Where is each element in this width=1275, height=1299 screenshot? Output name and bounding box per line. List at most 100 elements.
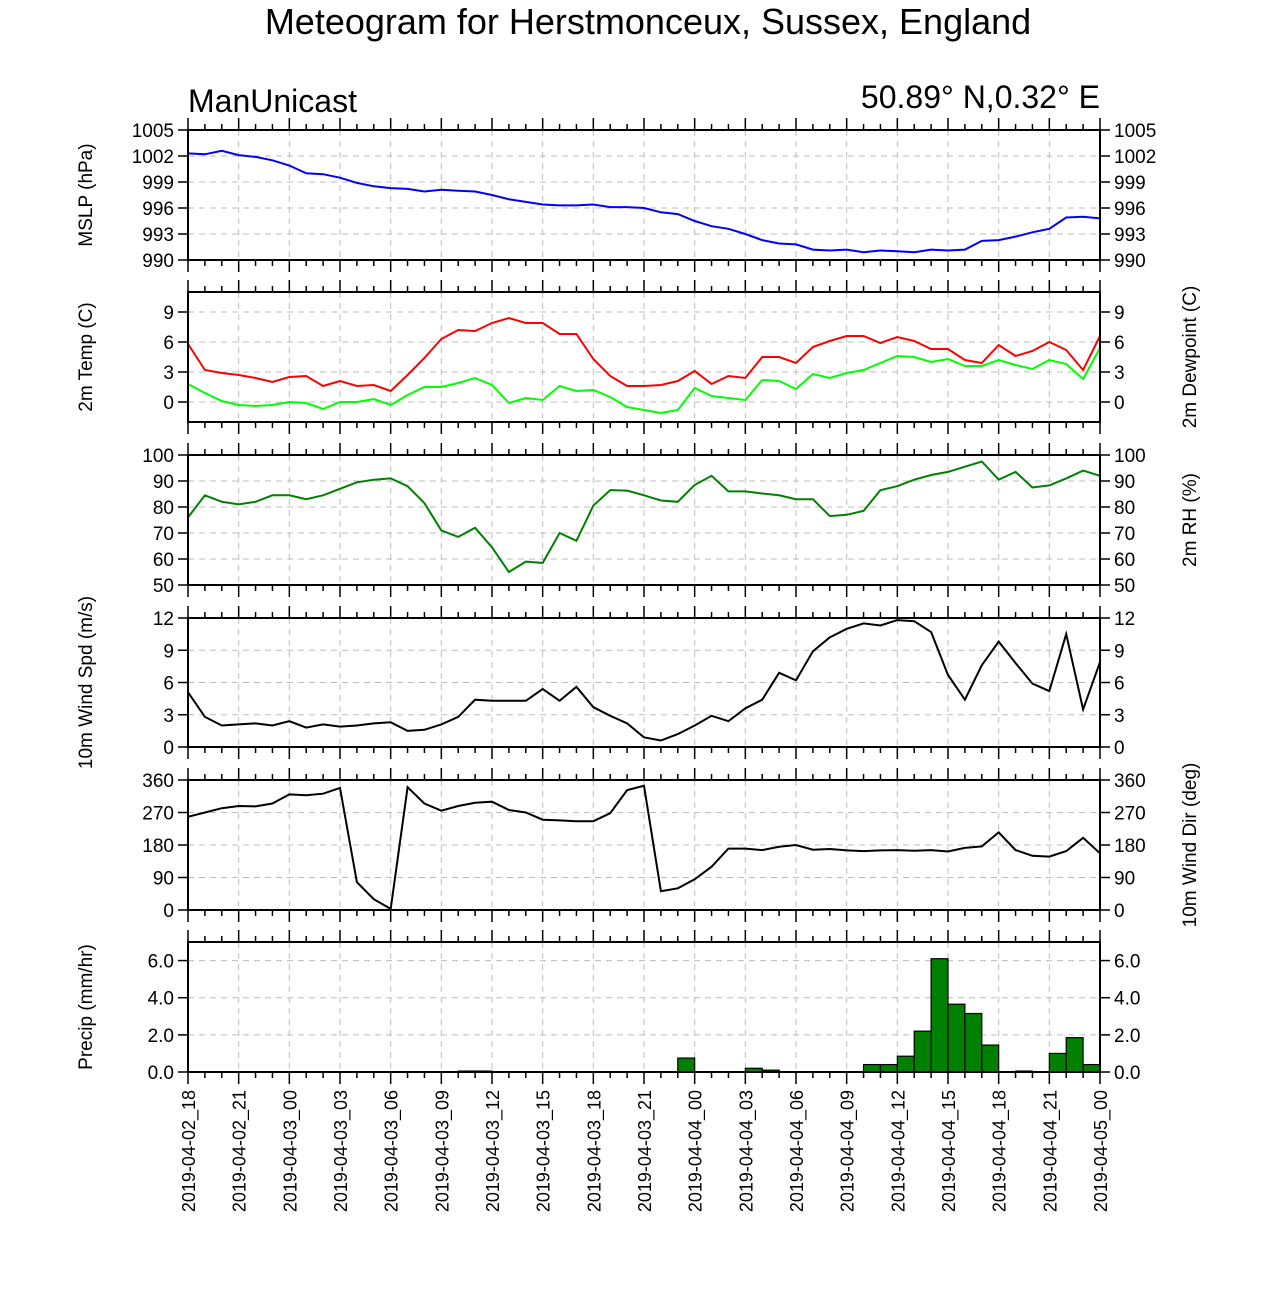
y-tick-label: 3 <box>1114 363 1125 384</box>
y-tick-label: 2.0 <box>1114 1026 1140 1047</box>
precip-bar <box>879 1063 898 1073</box>
y-tick-label: 90 <box>1114 472 1135 493</box>
y-tick-label: 1002 <box>132 147 174 168</box>
y-axis-label-right: 2m Dewpoint (C) <box>1180 286 1201 429</box>
y-tick-label: 100 <box>142 446 174 467</box>
y-tick-label: 80 <box>153 498 174 519</box>
y-axis-label-right: 2m RH (%) <box>1180 473 1201 567</box>
rh-line <box>187 460 1101 574</box>
y-tick-label: 0 <box>1114 738 1125 759</box>
y-tick-label: 1002 <box>1114 147 1156 168</box>
x-tick-label: 2019-04-02_18 <box>179 1090 200 1212</box>
y-tick-label: 90 <box>153 472 174 493</box>
x-tick-label: 2019-04-04_00 <box>686 1090 707 1212</box>
x-tick-label: 2019-04-03_21 <box>635 1090 656 1212</box>
y-axis-label: 10m Wind Spd (m/s) <box>76 596 97 769</box>
y-tick-label: 0.0 <box>1114 1063 1140 1084</box>
precip-bar <box>1082 1063 1101 1073</box>
panel-2: 0 0 3 3 6 6 9 9 2m Temp (C) 2m Dewpoint (C) <box>76 280 1201 434</box>
y-tick-label: 999 <box>1114 173 1146 194</box>
y-tick-label: 90 <box>153 869 174 890</box>
y-tick-label: 70 <box>1114 524 1135 545</box>
y-tick-label: 360 <box>1114 771 1146 792</box>
y-tick-label: 80 <box>1114 498 1135 519</box>
y-tick-label: 0.0 <box>148 1063 174 1084</box>
precip-bar <box>896 1055 915 1073</box>
y-tick-label: 270 <box>1114 804 1146 825</box>
y-tick-label: 6 <box>163 333 174 354</box>
y-tick-label: 9 <box>163 303 174 324</box>
y-tick-label: 100 <box>1114 446 1146 467</box>
y-axis-label-right: 10m Wind Dir (deg) <box>1180 763 1201 928</box>
y-tick-label: 9 <box>1114 641 1125 662</box>
wind-line <box>187 784 1101 911</box>
y-tick-label: 50 <box>153 576 174 597</box>
y-tick-label: 4.0 <box>148 989 174 1010</box>
precip-bar <box>677 1057 696 1073</box>
x-tick-label: 2019-04-03_15 <box>534 1090 555 1212</box>
x-tick-label: 2019-04-04_03 <box>736 1090 757 1212</box>
y-tick-label: 9 <box>163 641 174 662</box>
precip-bar <box>981 1044 1000 1073</box>
y-tick-label: 0 <box>163 738 174 759</box>
y-tick-label: 180 <box>142 836 174 857</box>
panel-5: 0 0 90 90 180 180 270 270 360 360 10m Wind Dir (de… <box>142 763 1201 928</box>
panel-1: 990 990 993 993 996 996 999 999 1002 1002 1005 1005… <box>76 118 1156 272</box>
precip-bar <box>930 958 949 1073</box>
precip-bar <box>1065 1037 1084 1073</box>
x-tick-label: 2019-04-03_18 <box>584 1090 605 1212</box>
y-tick-label: 6 <box>1114 333 1125 354</box>
y-tick-label: 1005 <box>132 121 174 142</box>
y-tick-label: 6 <box>163 674 174 695</box>
location-label: 50.89° N,0.32° E <box>861 79 1100 115</box>
y-tick-label: 2.0 <box>148 1026 174 1047</box>
y-tick-label: 60 <box>153 550 174 571</box>
y-tick-label: 50 <box>1114 576 1135 597</box>
y-tick-label: 270 <box>142 804 174 825</box>
x-tick-label: 2019-04-03_03 <box>331 1090 352 1212</box>
panel-3: 50 50 60 60 70 70 80 80 90 90 100 100 2m RH (%) <box>142 443 1201 597</box>
y-axis-label: 2m Temp (C) <box>76 302 97 411</box>
chart-title: Meteogram for Herstmonceux, Sussex, Engl… <box>265 1 1031 42</box>
precip-bar <box>947 1003 966 1073</box>
y-tick-label: 993 <box>1114 225 1146 246</box>
y-tick-label: 996 <box>1114 199 1146 220</box>
y-tick-label: 60 <box>1114 550 1135 571</box>
precip-bar <box>1048 1052 1067 1073</box>
y-tick-label: 3 <box>163 363 174 384</box>
temp-line <box>187 316 1101 393</box>
model-label: ManUnicast <box>188 83 357 119</box>
x-tick-label: 2019-04-04_12 <box>888 1090 909 1212</box>
x-tick-label: 2019-04-03_09 <box>432 1090 453 1212</box>
y-tick-label: 999 <box>142 173 174 194</box>
y-tick-label: 993 <box>142 225 174 246</box>
mslp-line <box>187 149 1101 254</box>
y-tick-label: 12 <box>153 609 174 630</box>
y-tick-label: 180 <box>1114 836 1146 857</box>
y-tick-label: 4.0 <box>1114 989 1140 1010</box>
y-tick-label: 6 <box>1114 674 1125 695</box>
y-tick-label: 9 <box>1114 303 1125 324</box>
wind-line <box>187 619 1101 742</box>
y-tick-label: 996 <box>142 199 174 220</box>
x-tick-label: 2019-04-04_18 <box>990 1090 1011 1212</box>
y-tick-label: 990 <box>1114 251 1146 272</box>
y-tick-label: 0 <box>163 393 174 414</box>
y-tick-label: 0 <box>1114 393 1125 414</box>
y-tick-label: 6.0 <box>1114 952 1140 973</box>
x-tick-label: 2019-04-04_09 <box>838 1090 859 1212</box>
y-tick-label: 90 <box>1114 869 1135 890</box>
y-tick-label: 3 <box>1114 706 1125 727</box>
x-tick-label: 2019-04-02_21 <box>230 1090 251 1212</box>
y-axis-label: MSLP (hPa) <box>76 143 97 246</box>
y-tick-label: 3 <box>163 706 174 727</box>
y-tick-label: 1005 <box>1114 121 1156 142</box>
x-tick-label: 2019-04-04_06 <box>787 1090 808 1212</box>
y-axis-label: Precip (mm/hr) <box>76 944 97 1070</box>
x-tick-label: 2019-04-04_21 <box>1040 1090 1061 1212</box>
precip-bar <box>862 1063 882 1073</box>
panel-4: 0 0 3 3 6 6 9 9 12 12 10m Wind Spd (m/s) <box>76 596 1135 769</box>
dewpoint-line <box>187 347 1101 415</box>
